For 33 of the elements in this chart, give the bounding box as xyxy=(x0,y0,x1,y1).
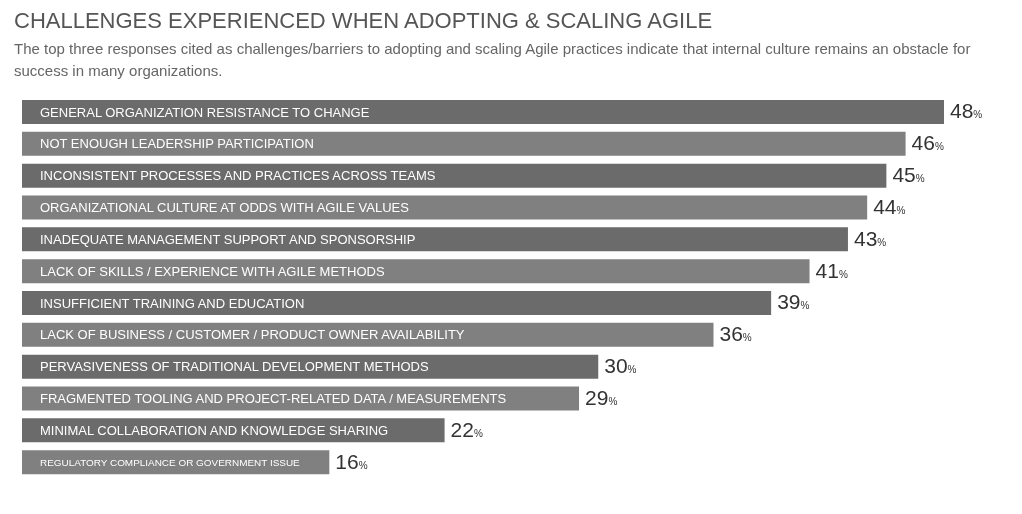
y-tick-label: FRAGMENTED TOOLING AND PROJECT-RELATED DATA / MEASUREMENTS xyxy=(40,391,507,407)
y-tick-label: INSUFFICIENT TRAINING AND EDUCATION xyxy=(40,295,305,311)
data-label: 48% xyxy=(950,99,983,123)
data-label: 30% xyxy=(604,354,637,378)
chart-subtitle: The top three responses cited as challenges/barriers to adopting and scaling Agile practices indicate that internal culture remains an obstacle for success in many organizations. xyxy=(14,39,972,81)
data-label: 22% xyxy=(450,417,483,441)
chart-title: CHALLENGES EXPERIENCED WHEN ADOPTING & SCALING AGILE xyxy=(14,8,714,34)
data-label: 41% xyxy=(815,258,848,282)
y-tick-label: GENERAL ORGANIZATION RESISTANCE TO CHANGE xyxy=(40,104,370,120)
y-tick-label: LACK OF BUSINESS / CUSTOMER / PRODUCT OWNER AVAILABILITY xyxy=(40,327,465,343)
bar xyxy=(22,259,810,284)
data-label: 46% xyxy=(911,131,944,155)
bar xyxy=(22,195,868,220)
data-label: 36% xyxy=(719,322,752,346)
y-tick-label: ORGANIZATIONAL CULTURE AT ODDS WITH AGILE VALUES xyxy=(40,200,410,216)
bar xyxy=(22,131,906,156)
data-label: 44% xyxy=(873,194,906,218)
data-label: 39% xyxy=(777,290,810,314)
y-tick-label: INADEQUATE MANAGEMENT SUPPORT AND SPONSORSHIP xyxy=(40,231,416,247)
bar xyxy=(22,100,944,124)
y-tick-label: INCONSISTENT PROCESSES AND PRACTICES ACROSS TEAMS xyxy=(40,168,436,184)
data-label: 45% xyxy=(892,163,925,187)
data-label: 16% xyxy=(335,449,368,473)
bar xyxy=(22,163,887,188)
y-tick-label: PERVASIVENESS OF TRADITIONAL DEVELOPMENT METHODS xyxy=(40,359,429,375)
y-tick-label: LACK OF SKILLS / EXPERIENCE WITH AGILE METHODS xyxy=(40,263,385,279)
y-tick-label: MINIMAL COLLABORATION AND KNOWLEDGE SHARING xyxy=(40,422,389,438)
data-label: 29% xyxy=(585,385,618,409)
bar xyxy=(22,291,772,315)
y-tick-label: REGULATORY COMPLIANCE OR GOVERNMENT ISSUE xyxy=(40,456,301,468)
data-label: 43% xyxy=(853,226,887,250)
bar xyxy=(22,227,848,252)
y-tick-label: NOT ENOUGH LEADERSHIP PARTICIPATION xyxy=(40,136,314,152)
